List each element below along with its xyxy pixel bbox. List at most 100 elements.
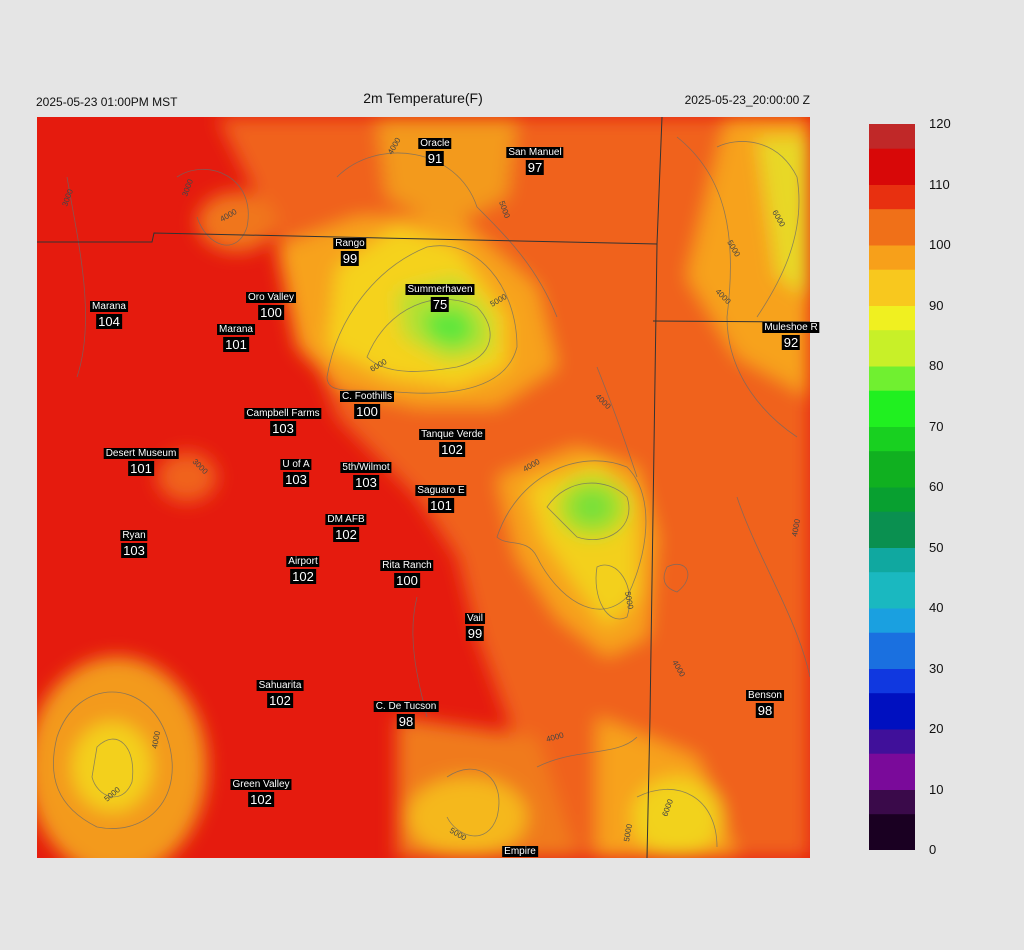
colorbar-tick-label: 70 xyxy=(929,418,944,434)
station-name: Oro Valley xyxy=(246,292,296,303)
colorbar-tick-label: 90 xyxy=(929,297,944,313)
station-name: Benson xyxy=(746,690,784,701)
colorbar-band xyxy=(869,535,915,548)
station-temperature: 104 xyxy=(96,314,122,329)
colorbar-band xyxy=(869,499,915,512)
station-temperature: 100 xyxy=(394,573,420,588)
colorbar-band xyxy=(869,656,915,669)
colorbar-tick-label: 30 xyxy=(929,660,944,676)
station-name: Saguaro E xyxy=(415,485,467,496)
colorbar-band xyxy=(869,281,915,294)
colorbar-band xyxy=(869,523,915,536)
station-name: Oracle xyxy=(418,138,452,149)
colorbar-band xyxy=(869,414,915,427)
colorbar-tick-label: 40 xyxy=(929,600,944,615)
colorbar-tick-label: 120 xyxy=(929,116,951,131)
station-name: Rango xyxy=(333,238,367,249)
station-temperature: 101 xyxy=(223,337,249,352)
colorbar-band xyxy=(869,184,915,198)
colorbar xyxy=(869,124,915,850)
colorbar-band xyxy=(869,595,915,609)
colorbar-tick-label: 110 xyxy=(929,176,950,192)
colorbar-band xyxy=(869,777,915,790)
contour-label-5000: 5000 xyxy=(622,823,634,843)
station-temperature: 102 xyxy=(333,527,359,542)
station-name: Desert Museum xyxy=(103,448,179,459)
station-temperature: 101 xyxy=(428,498,454,513)
colorbar-tick-label: 100 xyxy=(929,237,951,252)
station-temperature: 103 xyxy=(283,472,309,487)
colorbar-band xyxy=(869,124,915,137)
colorbar-band xyxy=(869,208,915,222)
station-temperature: 102 xyxy=(439,442,465,457)
station-temperature: 98 xyxy=(396,714,416,729)
colorbar-band xyxy=(869,293,915,306)
valid-time-local: 2025-05-23 01:00PM MST xyxy=(36,95,178,109)
colorbar-band xyxy=(869,474,915,488)
station-temperature: 97 xyxy=(525,160,545,175)
station-temperature: 100 xyxy=(354,404,380,419)
colorbar-band xyxy=(869,583,915,597)
county-boundaries xyxy=(37,117,810,858)
colorbar-band xyxy=(869,692,915,706)
colorbar-band xyxy=(869,196,915,210)
colorbar-band xyxy=(869,632,915,645)
station-name: Ryan xyxy=(120,530,148,541)
station-temperature: 75 xyxy=(430,297,450,312)
station-name: C. De Tucson xyxy=(373,701,439,712)
colorbar-band xyxy=(869,136,915,149)
colorbar-band xyxy=(869,511,915,524)
elevation-contours xyxy=(53,136,810,848)
station-temperature: 102 xyxy=(248,792,274,807)
station-temperature: 99 xyxy=(465,626,485,641)
station-name: Airport xyxy=(286,556,320,567)
colorbar-band xyxy=(869,366,915,379)
station-temperature: 102 xyxy=(267,693,293,708)
colorbar-band xyxy=(869,390,915,403)
colorbar-band xyxy=(869,148,915,161)
contour-label-4000: 4000 xyxy=(150,730,162,750)
station-name: U of A xyxy=(280,459,312,470)
station-temperature: 100 xyxy=(258,305,284,320)
colorbar-band xyxy=(869,160,915,173)
station-name: Vail xyxy=(465,613,485,624)
colorbar-band xyxy=(869,220,915,234)
station-name: Muleshoe R xyxy=(762,322,820,333)
station-name: Marana xyxy=(217,324,255,335)
colorbar-band xyxy=(869,704,915,718)
colorbar-band xyxy=(869,172,915,185)
colorbar-band xyxy=(869,813,915,827)
colorbar-band xyxy=(869,353,915,367)
station-temperature: 92 xyxy=(781,335,801,350)
colorbar-band xyxy=(869,378,915,391)
station-name: Tanque Verde xyxy=(419,429,485,440)
colorbar-band xyxy=(869,232,915,246)
station-name: Green Valley xyxy=(230,779,292,790)
colorbar-band xyxy=(869,620,915,633)
station-name: Empire xyxy=(502,846,538,857)
station-name: Rita Ranch xyxy=(380,560,434,571)
colorbar-band xyxy=(869,317,915,331)
station-temperature: 103 xyxy=(353,475,379,490)
colorbar-band xyxy=(869,257,915,270)
colorbar-band xyxy=(869,765,915,778)
station-name: Marana xyxy=(90,301,128,312)
station-name: San Manuel xyxy=(506,147,564,158)
colorbar-band xyxy=(869,438,915,452)
contour-label-5000: 5000 xyxy=(623,591,635,611)
station-name: 5th/Wilmot xyxy=(340,462,392,473)
colorbar-band xyxy=(869,608,915,621)
station-name: C. Foothills xyxy=(339,391,395,402)
station-temperature: 98 xyxy=(755,703,775,718)
colorbar-tick-label: 10 xyxy=(929,781,944,797)
colorbar-band xyxy=(869,668,915,682)
colorbar-band xyxy=(869,825,915,839)
colorbar-tick-label: 20 xyxy=(929,721,944,736)
temperature-field xyxy=(37,117,810,858)
station-name: DM AFB xyxy=(325,514,367,525)
colorbar-band xyxy=(869,450,915,464)
station-temperature: 102 xyxy=(290,569,316,584)
colorbar-band xyxy=(869,305,915,319)
colorbar-band xyxy=(869,680,915,694)
colorbar-band xyxy=(869,402,915,415)
